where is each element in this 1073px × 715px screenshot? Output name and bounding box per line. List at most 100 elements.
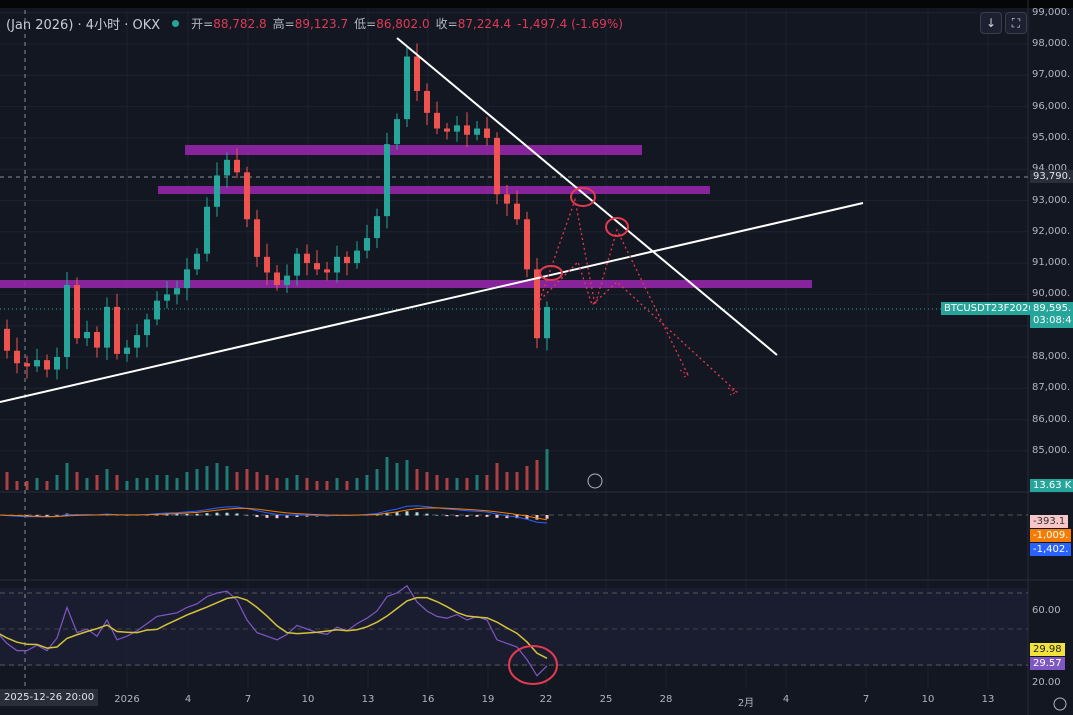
macd-histogram-bar: [455, 515, 459, 517]
candle-body: [4, 328, 10, 351]
macd-histogram-bar: [205, 513, 209, 516]
candle-body: [194, 253, 200, 270]
candle-body: [364, 238, 370, 251]
macd-histogram-bar: [415, 512, 419, 516]
volume-bar: [335, 478, 339, 490]
price-axis-label: 91,000.: [1032, 257, 1071, 269]
time-axis-label: 4: [782, 694, 790, 705]
candle-body: [524, 219, 530, 270]
candle-body: [104, 306, 110, 348]
candle-body: [34, 360, 40, 367]
candle-body: [404, 56, 410, 120]
macd-histogram-bar: [285, 515, 289, 518]
price-axis-label: 96,000.: [1032, 100, 1071, 112]
macd-histogram-bar: [175, 514, 179, 516]
macd-histogram-bar: [385, 512, 389, 516]
candle-body: [254, 219, 260, 257]
fullscreen-button[interactable]: ⛶: [1005, 12, 1027, 34]
candles: [4, 43, 550, 380]
volume-bar: [245, 469, 249, 490]
macd-histogram-bar: [215, 512, 219, 516]
volume-bar: [195, 469, 199, 490]
time-axis-label: 19: [481, 694, 495, 705]
volume-bar: [305, 478, 309, 490]
candle-body: [384, 144, 390, 217]
arrow-head-1: [679, 369, 690, 379]
candle-body: [214, 175, 220, 207]
volume-bar: [365, 475, 369, 490]
legend: (Jan 2026) · 4小时 · OKX 开=88,782.8 高=89,1…: [6, 14, 623, 34]
fullscreen-icon: ⛶: [1011, 15, 1021, 30]
volume-bar: [105, 469, 109, 490]
grid: [0, 10, 1028, 688]
time-axis-label: 16: [421, 694, 435, 705]
volume-bar: [505, 472, 509, 490]
candle-body: [114, 306, 120, 354]
candle-body: [84, 331, 90, 339]
replay-icon[interactable]: [587, 473, 603, 489]
volume-bar: [25, 481, 29, 490]
candle-body: [44, 360, 50, 370]
price-axis-label: 98,000.: [1032, 38, 1071, 49]
macd-histogram-bar: [195, 513, 199, 516]
macd-histogram-bar: [405, 511, 409, 516]
symbol-title[interactable]: (Jan 2026) · 4小时 · OKX: [6, 18, 161, 33]
volume-label: 13.63 K: [1030, 479, 1073, 492]
price-axis-label: 90,000.: [1032, 288, 1071, 300]
candle-body: [334, 256, 340, 273]
macd-histogram-bar: [485, 515, 489, 517]
volume-bar: [265, 475, 269, 490]
volume-bar: [15, 481, 19, 490]
candle-body: [274, 272, 280, 286]
macd-histogram-bar: [465, 515, 469, 517]
volume-bars: [5, 449, 549, 490]
time-axis-label: 10: [921, 694, 935, 705]
candle-body: [284, 275, 290, 286]
volume-bar: [145, 478, 149, 490]
volume-bar: [455, 478, 459, 490]
macd-histogram-bar: [35, 515, 39, 517]
candle-body: [74, 285, 80, 339]
rsi-line: [0, 584, 548, 677]
scroll-to-latest-button[interactable]: ↓: [980, 12, 1002, 34]
volume-bar: [515, 472, 519, 490]
volume-bar: [395, 463, 399, 490]
volume-bar: [215, 463, 219, 490]
symbol-tag: BTCUSDT23F2026: [941, 302, 1038, 315]
candle-body: [24, 363, 30, 367]
macd-histogram-bar: [165, 514, 169, 516]
volume-bar: [55, 475, 59, 490]
candle-body: [424, 90, 430, 113]
candle-body: [454, 125, 460, 132]
candle-body: [394, 119, 400, 145]
rsi-ma-label: 29.98: [1030, 643, 1065, 656]
volume-bar: [325, 481, 329, 490]
macd-histogram-label: -393.1: [1030, 515, 1069, 528]
candle-body: [354, 250, 360, 264]
volume-bar: [255, 472, 259, 490]
candle-body: [504, 194, 510, 204]
macd-histogram-bar: [475, 515, 479, 517]
close-value: 87,224.4: [457, 17, 512, 31]
volume-bar: [35, 478, 39, 490]
candle-body: [164, 294, 170, 301]
macd-line-label: -1,402.: [1030, 543, 1072, 556]
candle-body: [544, 307, 550, 339]
highlight-circle: [570, 187, 596, 207]
macd-line: [0, 505, 548, 524]
macd-histogram-bar: [245, 515, 249, 516]
macd-histogram-bar: [515, 515, 519, 519]
change-value: -1,497.4 (-1.69%): [517, 16, 623, 31]
volume-bar: [535, 460, 539, 490]
volume-bar: [445, 478, 449, 490]
price-axis-label: 99,000.: [1032, 6, 1071, 18]
macd-histogram-bar: [395, 512, 399, 516]
candle-body: [474, 128, 480, 135]
candle-body: [234, 159, 240, 173]
volume-bar: [135, 478, 139, 490]
candle-body: [124, 347, 130, 354]
volume-bar: [495, 463, 499, 490]
macd-histogram-bar: [275, 515, 279, 519]
volume-bar: [415, 469, 419, 490]
